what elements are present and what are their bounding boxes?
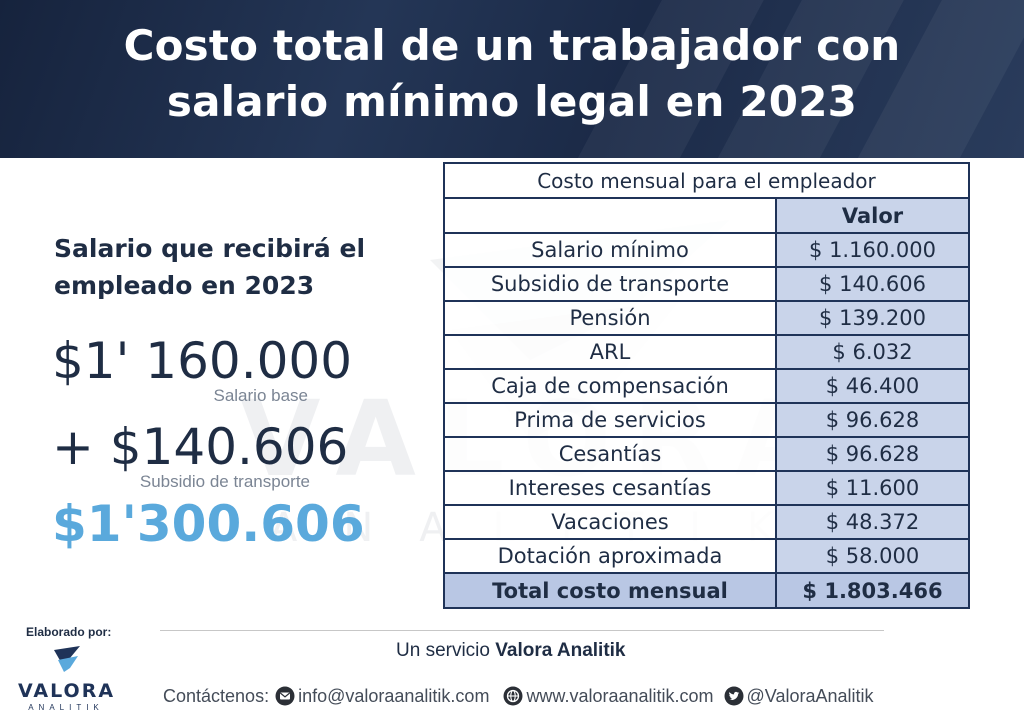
row-label: Vacaciones (443, 504, 777, 540)
valora-logo-icon (54, 646, 80, 672)
table-row: ARL $ 6.032 (443, 334, 970, 370)
header-empty-cell (443, 197, 777, 234)
table-row: Intereses cesantías $ 11.600 (443, 470, 970, 506)
employer-cost-table: Costo mensual para el empleador Valor Sa… (443, 162, 970, 609)
row-label: Prima de servicios (443, 402, 777, 438)
table-row: Subsidio de transporte $ 140.606 (443, 266, 970, 302)
service-credit: Un servicio Valora Analitik (396, 640, 626, 662)
service-brand: Valora Analitik (495, 640, 626, 661)
row-value: $ 58.000 (775, 538, 970, 574)
header-banner: Costo total de un trabajador con salario … (0, 0, 1024, 158)
title-line-1: Costo total de un trabajador con (123, 21, 901, 70)
table-row: Caja de compensación $ 46.400 (443, 368, 970, 404)
table-row: Pensión $ 139.200 (443, 300, 970, 336)
row-value: $ 1.160.000 (775, 232, 970, 268)
row-value: $ 96.628 (775, 402, 970, 438)
table-row: Cesantías $ 96.628 (443, 436, 970, 472)
row-label: ARL (443, 334, 777, 370)
row-label: Subsidio de transporte (443, 266, 777, 302)
row-value: $ 6.032 (775, 334, 970, 370)
contact-bar: Contáctenos: info@valoraanalitik.com www… (163, 683, 874, 709)
row-value: $ 96.628 (775, 436, 970, 472)
twitter-icon (724, 686, 744, 706)
valora-logo-sub: ANALITIK (28, 703, 104, 712)
table-row: Prima de servicios $ 96.628 (443, 402, 970, 438)
base-salary-amount: $1' 160.000 (52, 332, 353, 390)
row-value: $ 48.372 (775, 504, 970, 540)
twitter-handle-link[interactable]: @ValoraAnalitik (746, 685, 874, 706)
row-value: $ 139.200 (775, 300, 970, 336)
elaborado-label: Elaborado por: (26, 625, 112, 639)
row-label: Caja de compensación (443, 368, 777, 404)
row-label: Dotación aproximada (443, 538, 777, 574)
total-received-amount: $1'300.606 (52, 495, 365, 553)
table-row: Dotación aproximada $ 58.000 (443, 538, 970, 574)
transport-amount: + $140.606 (52, 418, 349, 476)
value-column-header: Valor (775, 197, 970, 234)
email-link[interactable]: info@valoraanalitik.com (298, 685, 490, 706)
website-link[interactable]: www.valoraanalitik.com (526, 685, 714, 706)
table-total-row: Total costo mensual $ 1.803.466 (443, 572, 970, 609)
footer-divider (160, 630, 884, 631)
table-row: Salario mínimo $ 1.160.000 (443, 232, 970, 268)
globe-icon (503, 686, 523, 706)
row-value: $ 46.400 (775, 368, 970, 404)
base-salary-caption: Salario base (213, 386, 308, 405)
contact-label: Contáctenos: (163, 685, 270, 706)
row-value: $ 140.606 (775, 266, 970, 302)
table-caption: Costo mensual para el empleador (443, 162, 970, 199)
transport-caption: Subsidio de transporte (139, 472, 310, 491)
email-icon (275, 686, 295, 706)
valora-logo-text: VALORA (18, 680, 116, 702)
table-row: Vacaciones $ 48.372 (443, 504, 970, 540)
page-title: Costo total de un trabajador con salario … (0, 18, 1024, 130)
row-value: $ 11.600 (775, 470, 970, 506)
table-header-row: Valor (443, 197, 970, 234)
row-label: Pensión (443, 300, 777, 336)
title-line-2: salario mínimo legal en 2023 (166, 77, 858, 126)
row-label: Cesantías (443, 436, 777, 472)
table-caption-row: Costo mensual para el empleador (443, 162, 970, 199)
row-label: Intereses cesantías (443, 470, 777, 506)
total-label: Total costo mensual (443, 572, 777, 609)
row-label: Salario mínimo (443, 232, 777, 268)
salary-heading: Salario que recibirá el empleado en 2023 (54, 234, 366, 300)
total-value: $ 1.803.466 (775, 572, 970, 609)
service-prefix: Un servicio (396, 640, 490, 661)
